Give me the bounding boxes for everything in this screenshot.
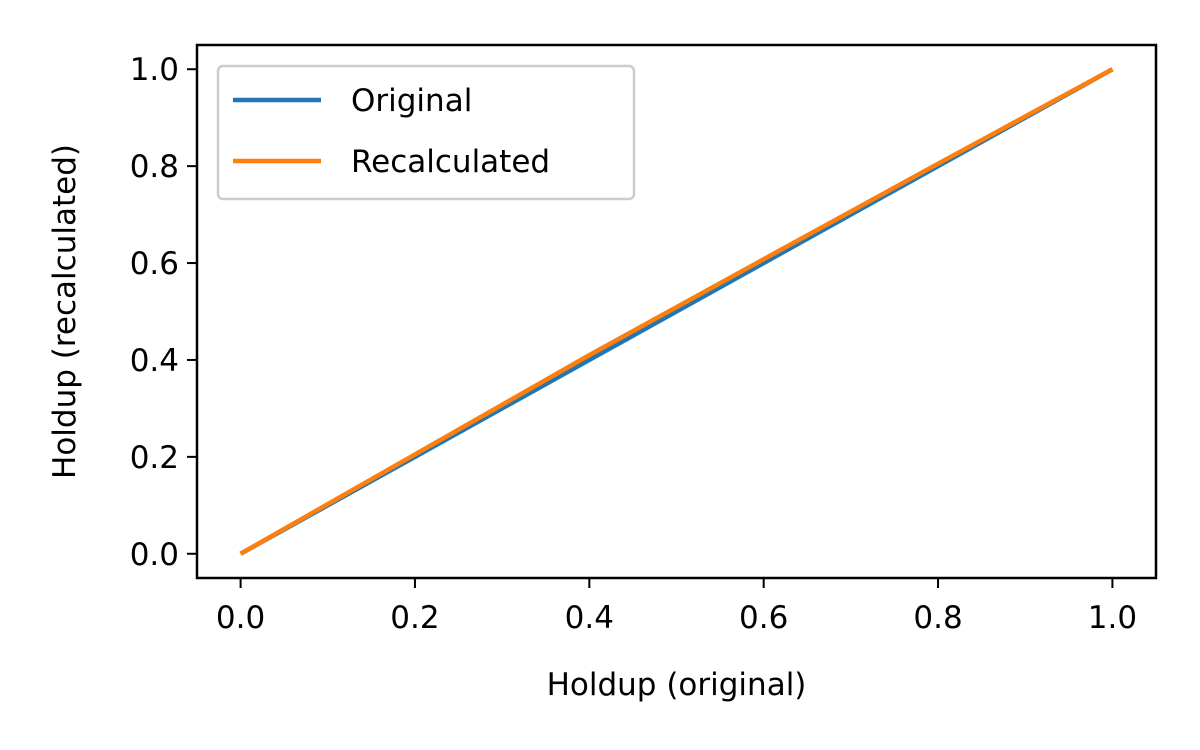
x-tick-label: 0.6	[739, 600, 788, 636]
series-layer	[239, 67, 1114, 556]
x-axis-label: Holdup (original)	[547, 667, 807, 703]
y-tick-label: 1.0	[130, 52, 179, 88]
legend-label-original: Original	[351, 83, 472, 119]
y-tick-label: 0.2	[130, 440, 179, 476]
y-tick-label: 0.0	[130, 537, 179, 573]
legend-label-recalculated: Recalculated	[351, 144, 550, 180]
ticks-layer: 0.0 0.2 0.4 0.6 0.8 1.0 0.0 0.2 0.4 0.6 0.8 1.0	[130, 52, 1137, 636]
y-tick-label: 0.6	[130, 246, 179, 282]
x-tick-label: 0.0	[216, 600, 265, 636]
legend-box	[216, 64, 636, 201]
plot-frame	[195, 43, 1158, 580]
x-tick-label: 0.4	[565, 600, 614, 636]
series-line-recalculated	[239, 67, 1114, 556]
x-tick-label: 0.8	[913, 600, 962, 636]
legend: Original Recalculated	[216, 64, 636, 201]
y-tick-label: 0.4	[130, 343, 179, 379]
y-tick-label: 0.8	[130, 149, 179, 185]
x-tick-label: 0.2	[390, 600, 439, 636]
y-axis-label: Holdup (recalculated)	[47, 144, 83, 479]
x-tick-label: 1.0	[1088, 600, 1137, 636]
